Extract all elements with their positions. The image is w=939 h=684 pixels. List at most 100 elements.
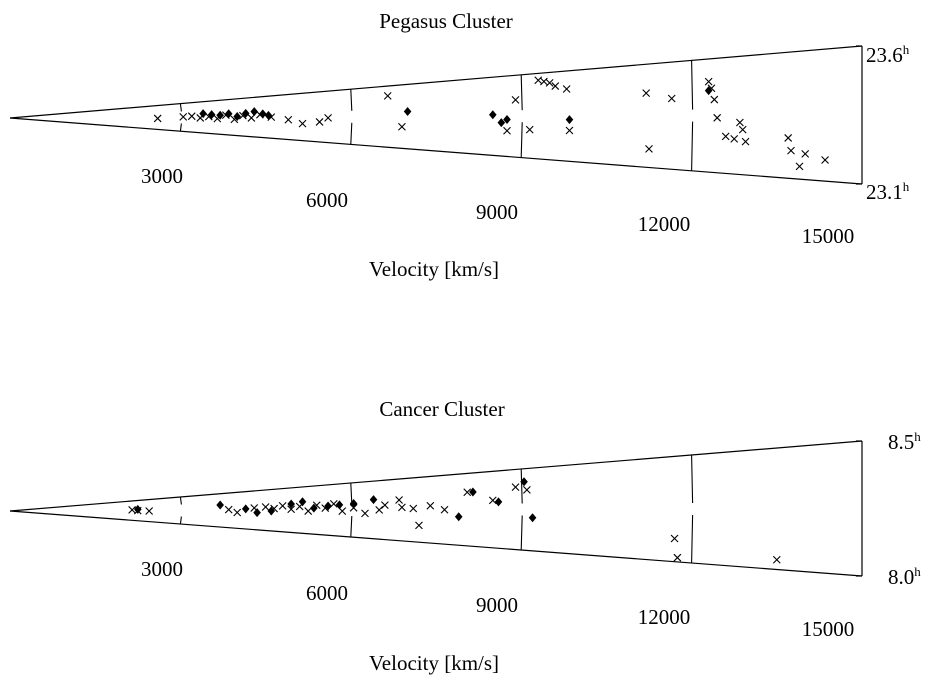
pegasus-cross-point xyxy=(511,95,520,104)
pegasus-cross-point xyxy=(534,76,543,85)
pegasus-velocity-arc-3000-lower xyxy=(179,123,182,132)
cancer-cross-point xyxy=(522,485,531,494)
pegasus-cross-point xyxy=(153,114,162,123)
cancer-velocity-tick-label-3000: 3000 xyxy=(141,557,183,581)
pegasus-cross-point xyxy=(735,118,744,127)
cancer-velocity-arc-9000-upper xyxy=(520,468,523,504)
pegasus-velocity-tick-label-3000: 3000 xyxy=(141,164,183,188)
pegasus-velocity-arc-3000-upper xyxy=(179,103,182,112)
cancer-cross-point xyxy=(398,503,406,512)
cancer-cross-point xyxy=(304,507,313,515)
cancer-diamond-point xyxy=(253,508,261,518)
pegasus-cross-point xyxy=(562,85,571,93)
pegasus-chart-title: Pegasus Cluster xyxy=(379,9,513,33)
cancer-cross-point xyxy=(463,488,472,497)
pegasus-diamond-point xyxy=(216,110,224,120)
cancer-ra-unit-superscript: h xyxy=(914,429,921,444)
cancer-cross-point xyxy=(233,508,242,517)
pegasus-cross-point xyxy=(730,135,739,143)
cancer-diamond-point xyxy=(298,497,307,507)
pegasus-cross-point xyxy=(179,112,188,121)
pegasus-velocity-arc-12000-lower xyxy=(691,121,694,171)
cancer-velocity-arc-6000-upper xyxy=(350,482,353,505)
cancer-cross-point xyxy=(415,521,423,530)
cancer-wedge-top-edge xyxy=(9,440,863,512)
pegasus-velocity-arc-6000-lower xyxy=(350,122,353,145)
pegasus-cross-point xyxy=(565,126,574,135)
cancer-cross-point xyxy=(338,507,347,515)
cancer-velocity-arc-9000-lower xyxy=(520,515,523,551)
pegasus-cross-point xyxy=(713,113,722,122)
pegasus-velocity-arc-6000-upper xyxy=(350,89,353,111)
cancer-ra-unit-superscript: h xyxy=(914,564,921,579)
cancer-diamond-point xyxy=(335,500,344,510)
cancer-diamond-point xyxy=(267,506,276,516)
pegasus-cross-point xyxy=(324,114,332,122)
pegasus-diamond-point xyxy=(199,109,207,119)
cancer-velocity-tick-label-9000: 9000 xyxy=(476,593,518,617)
pegasus-wedge-panel: Pegasus Cluster 3000 6000 9000 12000 15000 23.… xyxy=(9,9,910,281)
cancer-cross-point xyxy=(380,501,389,510)
cancer-diamond-point xyxy=(494,497,503,507)
pegasus-wedge-top-edge xyxy=(9,45,863,119)
pegasus-wedge-bottom-edge xyxy=(9,117,863,185)
pegasus-ra-label-top: 23.6h xyxy=(866,42,910,67)
cancer-cross-point xyxy=(488,496,497,505)
pegasus-velocity-arc-12000-upper xyxy=(691,60,694,110)
cancer-velocity-arc-3000-lower xyxy=(179,516,182,525)
pegasus-ra-label-bottom: 23.1h xyxy=(866,179,910,204)
pegasus-cross-point xyxy=(795,162,804,171)
cancer-velocity-arc-3000-upper xyxy=(179,496,182,505)
pegasus-ra-unit-superscript: h xyxy=(903,179,910,194)
cancer-cross-point xyxy=(772,555,781,564)
pegasus-cross-point xyxy=(187,112,196,121)
pegasus-cross-point xyxy=(784,134,793,142)
cancer-cross-point xyxy=(224,505,233,514)
cancer-diamond-point xyxy=(469,487,477,497)
cancer-cross-point xyxy=(261,503,270,511)
pegasus-cross-point xyxy=(551,82,560,90)
cancer-wedge-bottom-edge xyxy=(9,510,863,577)
cancer-cross-point xyxy=(673,553,682,562)
pegasus-cross-point xyxy=(710,95,719,104)
pegasus-cross-point xyxy=(247,114,256,122)
pegasus-cross-point xyxy=(821,156,829,164)
cancer-ra-label-top: 8.5h xyxy=(888,429,921,454)
pegasus-velocity-tick-label-12000: 12000 xyxy=(638,212,691,236)
pegasus-diamond-point xyxy=(241,108,250,118)
pegasus-velocity-arc-9000-upper xyxy=(520,74,523,111)
pegasus-cross-point xyxy=(383,91,392,100)
cancer-diamond-point xyxy=(241,504,250,514)
pegasus-cross-point xyxy=(741,137,750,146)
cancer-velocity-tick-label-6000: 6000 xyxy=(306,581,348,605)
pegasus-cross-point xyxy=(315,118,324,126)
pegasus-cross-point xyxy=(787,146,795,155)
cancer-velocity-arc-6000-lower xyxy=(350,515,353,538)
cancer-diamond-point xyxy=(324,501,332,511)
pegasus-velocity-tick-label-6000: 6000 xyxy=(306,188,348,212)
pegasus-diamond-point xyxy=(207,110,216,120)
pegasus-velocity-arc-9000-lower xyxy=(520,122,523,158)
cancer-cross-point xyxy=(145,507,154,515)
cancer-diamond-point xyxy=(369,495,378,505)
pegasus-cross-point xyxy=(298,119,307,128)
pegasus-cross-point xyxy=(645,144,653,153)
cancer-cross-point xyxy=(361,509,369,518)
cancer-velocity-tick-label-15000: 15000 xyxy=(802,617,855,641)
pegasus-cross-point xyxy=(398,122,406,131)
cancer-diamond-point xyxy=(528,513,537,523)
cancer-diamond-point xyxy=(520,477,528,487)
pegasus-cross-point xyxy=(801,149,810,158)
pegasus-velocity-tick-label-9000: 9000 xyxy=(476,200,518,224)
pegasus-cross-point xyxy=(525,125,534,134)
pegasus-cross-point xyxy=(667,94,676,103)
pegasus-diamond-point xyxy=(503,114,511,124)
cancer-velocity-arc-12000-lower xyxy=(691,514,694,564)
cancer-diamond-point xyxy=(454,512,463,522)
cancer-cross-point xyxy=(375,506,384,514)
pegasus-cross-point xyxy=(540,77,548,86)
cancer-velocity-axis-label: Velocity [km/s] xyxy=(369,651,499,675)
pegasus-velocity-axis-label: Velocity [km/s] xyxy=(369,257,499,281)
cancer-cross-point xyxy=(426,501,435,510)
